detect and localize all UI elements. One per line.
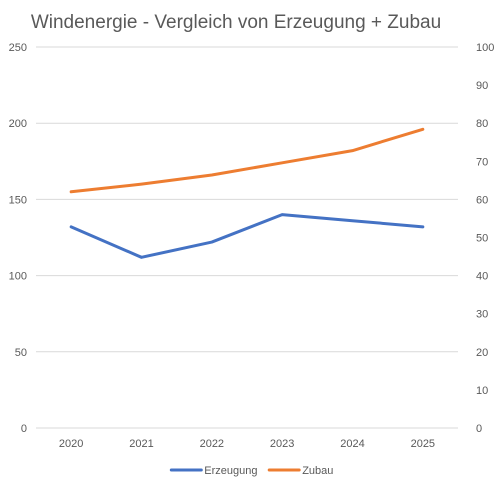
legend-label-erzeugung: Erzeugung [204, 465, 257, 477]
right-axis-tick-label: 10 [476, 385, 488, 397]
left-axis-tick-label: 150 [9, 194, 27, 206]
left-axis-tick-label: 250 [9, 42, 27, 54]
gridlines [36, 46, 458, 429]
right-axis-tick-label: 70 [476, 156, 488, 168]
right-axis-ticks: 0 10 20 30 40 50 60 70 80 90 100 [476, 42, 494, 435]
series-lines [69, 127, 425, 259]
right-axis-tick-label: 100 [476, 42, 494, 54]
series-line-zubau [69, 127, 425, 194]
x-axis-ticks: 2020 2021 2022 2023 2024 2025 [59, 438, 435, 450]
left-axis-tick-label: 50 [15, 347, 27, 359]
left-axis-tick-label: 200 [9, 118, 27, 130]
right-axis-tick-label: 90 [476, 80, 488, 92]
x-axis-tick-label: 2024 [340, 438, 364, 450]
x-axis-tick-label: 2023 [270, 438, 294, 450]
right-axis-tick-label: 40 [476, 271, 488, 283]
right-axis-tick-label: 30 [476, 309, 488, 321]
x-axis-tick-label: 2022 [200, 438, 224, 450]
series-line-erzeugung [69, 213, 425, 259]
legend-label-zubau: Zubau [302, 465, 333, 477]
x-axis-tick-label: 2021 [129, 438, 153, 450]
left-axis-ticks: 0 50 100 150 200 250 [9, 42, 27, 435]
right-axis-tick-label: 60 [476, 194, 488, 206]
right-axis-tick-label: 0 [476, 423, 482, 435]
right-axis-tick-label: 50 [476, 233, 488, 245]
x-axis-tick-label: 2020 [59, 438, 83, 450]
left-axis-tick-label: 100 [9, 271, 27, 283]
right-axis-tick-label: 20 [476, 347, 488, 359]
chart-title: Windenergie - Vergleich von Erzeugung + … [31, 12, 441, 33]
x-axis-tick-label: 2025 [411, 438, 435, 450]
left-axis-tick-label: 0 [21, 423, 27, 435]
legend: Erzeugung Zubau [169, 465, 333, 477]
right-axis-tick-label: 80 [476, 118, 488, 130]
